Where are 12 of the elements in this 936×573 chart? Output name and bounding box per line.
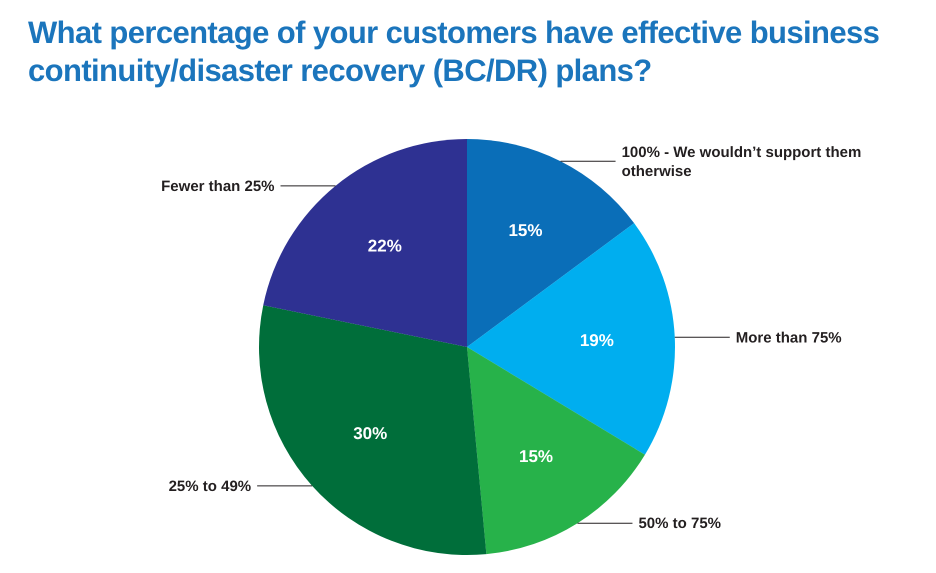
slice-label: 50% to 75% <box>638 515 722 532</box>
data-label: 22% <box>368 236 402 256</box>
data-label: 15% <box>508 220 542 240</box>
data-label: 15% <box>519 447 554 466</box>
chart-title: What percentage of your customers have effective business continuity/disaster recovery (BC/DR) plans? <box>27 14 880 90</box>
slice-label: 25% to 49% <box>168 478 252 495</box>
slice-label: 100% - We wouldn’t support them otherwise <box>622 144 862 180</box>
pie-slice <box>259 305 486 555</box>
data-label: 30% <box>353 424 388 443</box>
slice-label: Fewer than 25% <box>161 178 275 195</box>
slice-label: More than 75% <box>736 329 842 346</box>
data-label: 19% <box>580 330 614 350</box>
